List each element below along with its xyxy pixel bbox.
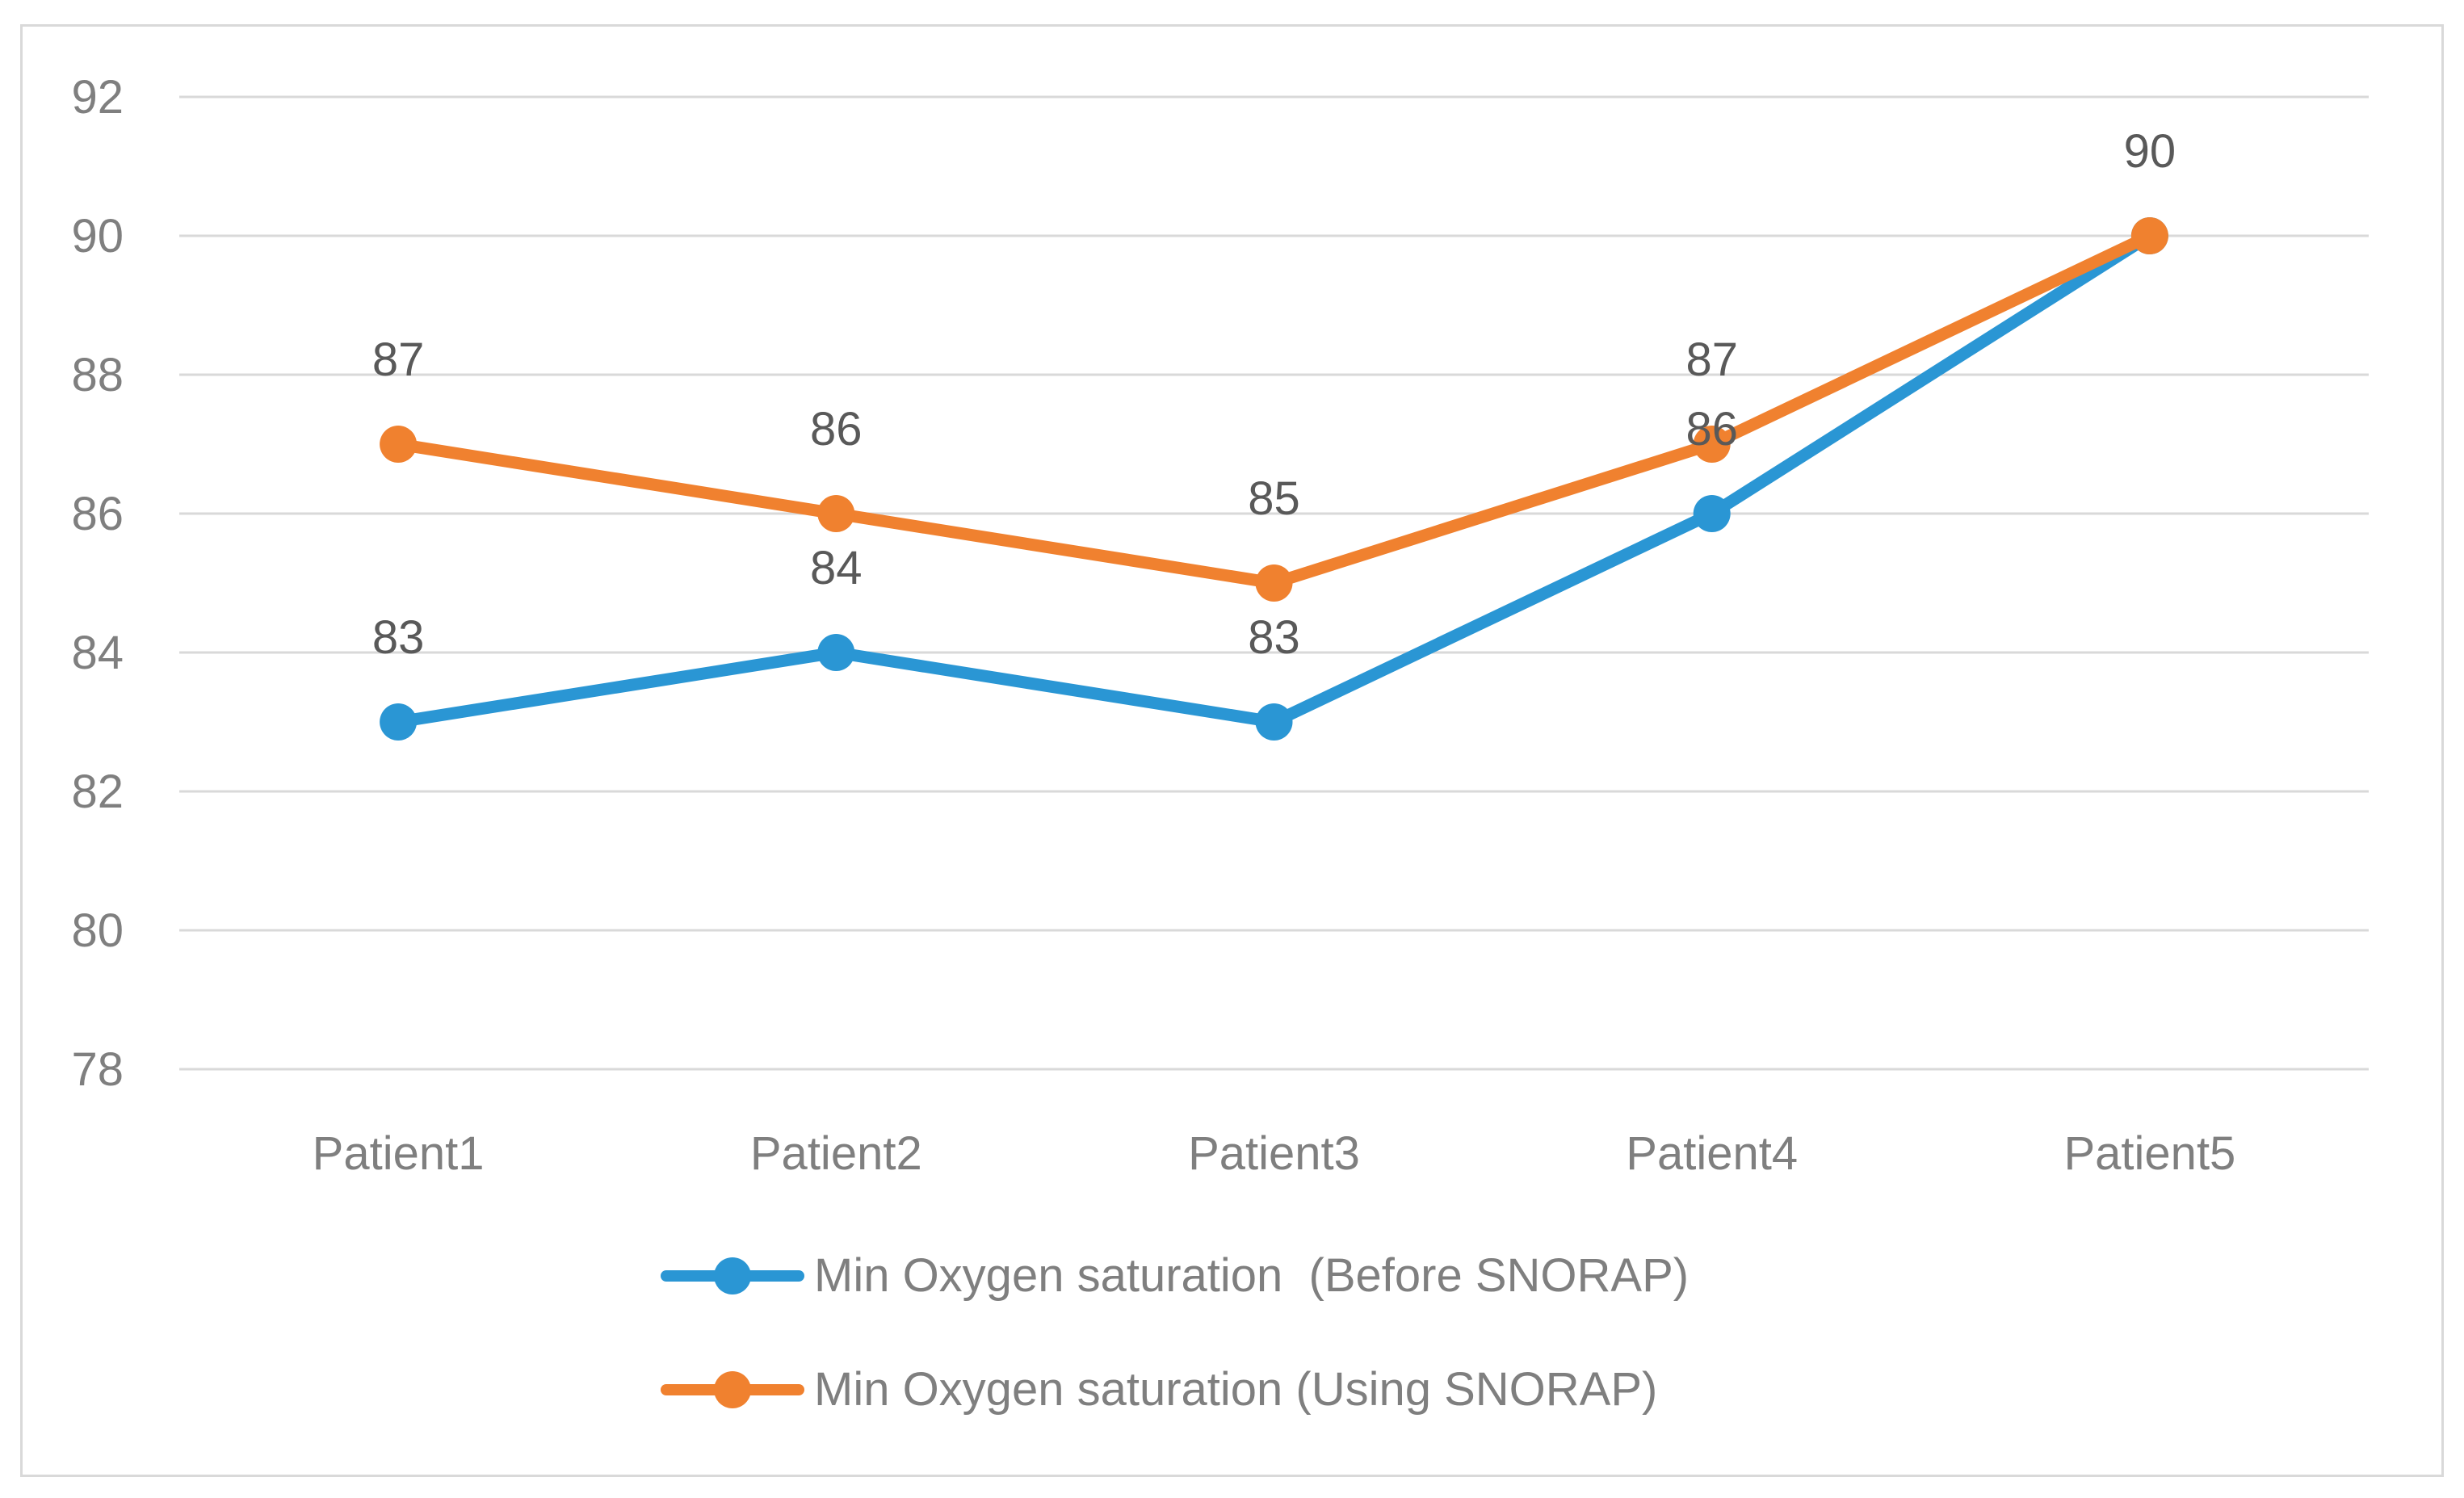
chart-legend: Min Oxygen saturation (Before SNORAP) Mi…: [661, 1250, 1689, 1416]
data-label: 83: [1248, 611, 1300, 664]
y-tick-label: 86: [71, 488, 124, 540]
y-tick-label: 80: [71, 904, 124, 957]
legend-label-using-snorap: Min Oxygen saturation (Using SNORAP): [814, 1363, 1658, 1416]
chart-frame: [20, 24, 2444, 1477]
y-tick-label: 82: [71, 766, 124, 818]
legend-label-before-snorap: Min Oxygen saturation (Before SNORAP): [814, 1249, 1690, 1302]
data-point-marker: [817, 634, 855, 671]
data-label: 90: [2124, 125, 2176, 178]
data-point-marker: [380, 703, 418, 741]
legend-line-marker-using-icon: [661, 1364, 804, 1416]
data-label: 87: [1685, 334, 1738, 386]
y-tick-label: 90: [71, 210, 124, 262]
x-category-label: Patient2: [750, 1127, 922, 1180]
data-point-marker: [817, 495, 855, 532]
y-tick-label: 92: [71, 71, 124, 124]
y-tick-label: 88: [71, 349, 124, 401]
legend-circle-before: [714, 1257, 751, 1294]
data-label: 86: [810, 403, 863, 455]
legend-line-marker-before-icon: [661, 1250, 804, 1302]
data-point-marker: [2130, 217, 2168, 254]
legend-item-using-snorap: Min Oxygen saturation (Using SNORAP): [661, 1364, 1689, 1416]
legend-circle-using: [714, 1371, 751, 1408]
x-category-label: Patient1: [313, 1127, 485, 1180]
data-label: 86: [1685, 403, 1738, 455]
data-label: 83: [372, 611, 425, 664]
x-category-label: Patient5: [2063, 1127, 2235, 1180]
data-label: 87: [372, 334, 425, 386]
data-label: 84: [810, 542, 863, 594]
data-point-marker: [380, 426, 418, 463]
legend-item-before-snorap: Min Oxygen saturation (Before SNORAP): [661, 1250, 1689, 1302]
y-tick-label: 84: [71, 627, 124, 679]
x-category-label: Patient3: [1188, 1127, 1360, 1180]
data-label: 85: [1248, 472, 1300, 525]
data-point-marker: [1693, 495, 1731, 532]
data-point-marker: [1255, 703, 1293, 741]
y-tick-label: 78: [71, 1043, 124, 1096]
x-category-label: Patient4: [1626, 1127, 1798, 1180]
data-point-marker: [1255, 564, 1293, 602]
data-point-marker: [1693, 426, 1731, 463]
